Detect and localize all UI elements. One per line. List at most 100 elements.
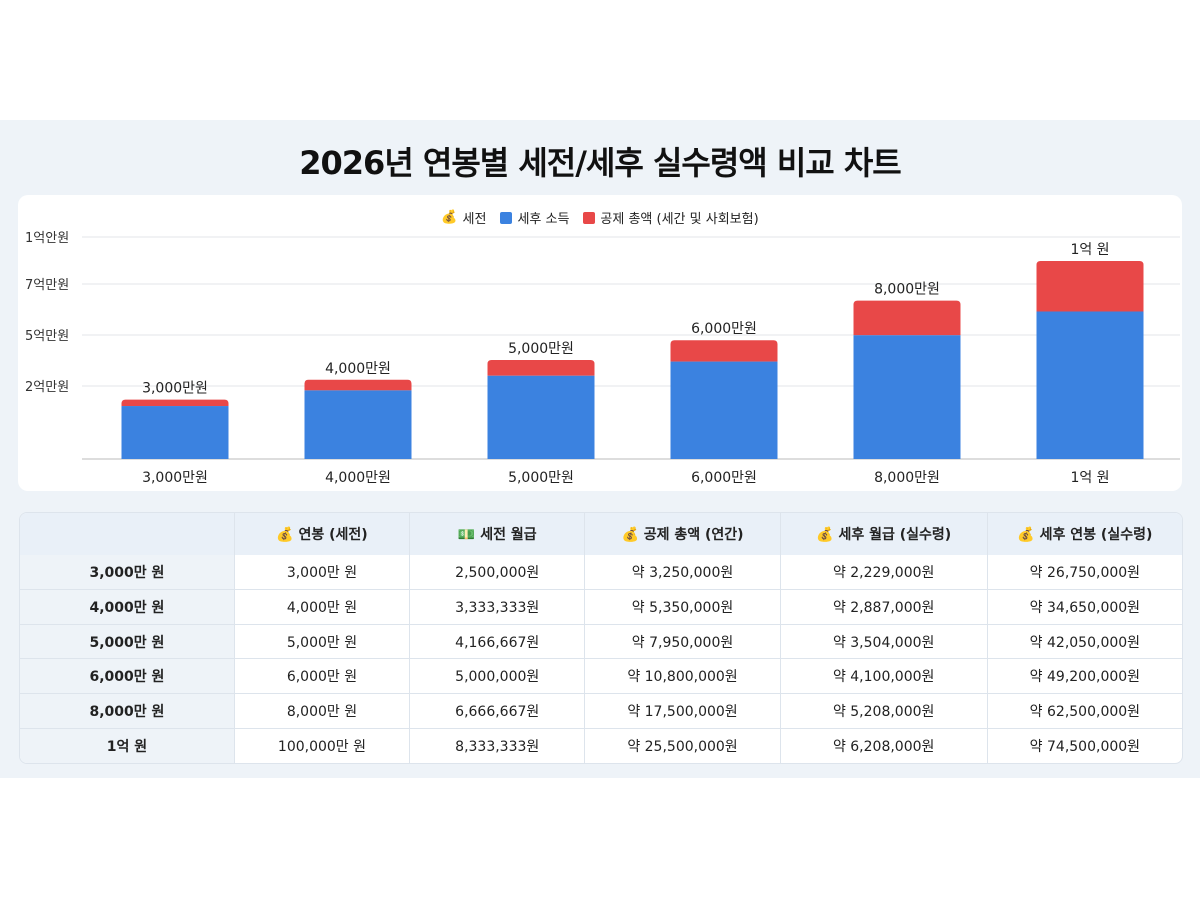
- bar-total-label: 1억 원: [1070, 242, 1109, 258]
- bar-after-tax: [304, 390, 412, 459]
- legend-item-deduction: 공제 총액 (세간 및 사회보험): [583, 208, 759, 227]
- money-bag-icon: 💰: [621, 527, 644, 543]
- table-cell: 6,666,667원: [409, 693, 586, 730]
- table-cell: 약 3,250,000원: [584, 555, 781, 590]
- legend-item-after-tax: 세후 소득: [500, 208, 569, 227]
- table-cell: 약 2,887,000원: [779, 588, 988, 625]
- x-tick-label: 4,000만원: [325, 470, 391, 486]
- x-tick-label: 8,000만원: [874, 470, 940, 486]
- table-cell: 약 2,229,000원: [779, 555, 988, 590]
- x-tick-label: 3,000만원: [142, 470, 208, 486]
- column-header-label: 공제 총액 (연간): [643, 527, 744, 543]
- table-header-row: 💰 연봉 (세전) 💵 세전 월급 💰 공제 총액 (연간) 💰 세후 월급 (실수령…: [20, 513, 1182, 555]
- bar-deduction: [853, 300, 961, 336]
- table-cell: 5,000,000원: [409, 658, 586, 695]
- column-header: [20, 513, 235, 555]
- legend-label: 공제 총액 (세간 및 사회보험): [600, 212, 759, 227]
- salary-table-card: 💰 연봉 (세전) 💵 세전 월급 💰 공제 총액 (연간) 💰 세후 월급 (실수령…: [19, 512, 1183, 764]
- column-header: 💵 세전 월급: [409, 513, 586, 555]
- bar-total-label: 3,000만원: [142, 381, 208, 397]
- table-cell: 약 74,500,000원: [986, 728, 1182, 763]
- bar-after-tax: [670, 361, 778, 459]
- table-row: 5,000만 원 5,000만 원 4,166,667원 약 7,950,000원 약 …: [20, 623, 1182, 660]
- legend-label: 세후 소득: [517, 212, 570, 227]
- bar-total-label: 6,000만원: [691, 321, 757, 337]
- table-cell: 약 25,500,000원: [584, 728, 781, 763]
- money-bag-icon: 💰: [1017, 527, 1040, 543]
- table-row: 1억 원 100,000만 원 8,333,333원 약 25,500,000원 약 6…: [20, 728, 1182, 763]
- bar-deduction: [121, 399, 229, 407]
- table-row: 8,000만 원 8,000만 원 6,666,667원 약 17,500,000원 약…: [20, 693, 1182, 730]
- salary-table: 💰 연봉 (세전) 💵 세전 월급 💰 공제 총액 (연간) 💰 세후 월급 (실수령…: [20, 513, 1182, 763]
- table-cell: 약 34,650,000원: [986, 588, 1182, 625]
- table-cell: 100,000만 원: [233, 728, 411, 763]
- table-cell: 약 3,504,000원: [779, 623, 988, 660]
- table-row: 3,000만 원 3,000만 원 2,500,000원 약 3,250,000원 약 …: [20, 555, 1182, 590]
- bar-after-tax: [1036, 311, 1144, 459]
- row-header: 8,000만 원: [20, 693, 235, 730]
- column-header-label: 연봉 (세전): [298, 527, 368, 543]
- y-tick-label: 2억만원: [25, 380, 69, 395]
- table-cell: 약 42,050,000원: [986, 623, 1182, 660]
- column-header: 💰 연봉 (세전): [233, 513, 411, 555]
- bar-total-label: 8,000만원: [874, 282, 940, 298]
- column-header-label: 세후 연봉 (실수령): [1039, 527, 1153, 543]
- table-cell: 약 7,950,000원: [584, 623, 781, 660]
- bar-deduction: [304, 379, 412, 391]
- column-header-label: 세전 월급: [480, 527, 537, 543]
- table-row: 6,000만 원 6,000만 원 5,000,000원 약 10,800,000원 약…: [20, 658, 1182, 695]
- bar-after-tax: [121, 406, 229, 459]
- column-header: 💰 공제 총액 (연간): [584, 513, 781, 555]
- table-cell: 약 62,500,000원: [986, 693, 1182, 730]
- x-tick-label: 1억 원: [1070, 470, 1109, 486]
- banknote-icon: 💵: [457, 527, 481, 543]
- bar-total-label: 5,000만원: [508, 341, 574, 357]
- table-cell: 약 10,800,000원: [584, 658, 781, 695]
- legend: 💰 세전 세후 소득 공제 총액 (세간 및 사회보험): [0, 208, 1200, 227]
- table-cell: 2,500,000원: [409, 555, 586, 590]
- table-row: 4,000만 원 4,000만 원 3,333,333원 약 5,350,000원 약 …: [20, 588, 1182, 625]
- table-cell: 8,333,333원: [409, 728, 586, 763]
- column-header: 💰 세후 연봉 (실수령): [986, 513, 1182, 555]
- legend-label: 세전: [462, 212, 487, 227]
- bar-after-tax: [853, 335, 961, 459]
- legend-swatch-blue: [500, 211, 513, 224]
- row-header: 6,000만 원: [20, 658, 235, 695]
- stacked-bar-chart: 1억안원 7억만원 5억만원 2억만원 3,000만원 3,000만원 4,000만원 4,0…: [25, 231, 1180, 486]
- table-cell: 3,333,333원: [409, 588, 586, 625]
- table-cell: 6,000만 원: [233, 658, 411, 695]
- row-header: 5,000만 원: [20, 623, 235, 660]
- bar-total-label: 4,000만원: [325, 361, 391, 377]
- bar-deduction: [487, 360, 595, 376]
- y-tick-label: 7억만원: [25, 278, 69, 293]
- row-header: 3,000만 원: [20, 555, 235, 590]
- table-cell: 약 17,500,000원: [584, 693, 781, 730]
- money-bag-icon: 💰: [816, 527, 839, 543]
- column-header: 💰 세후 월급 (실수령): [779, 513, 988, 555]
- x-tick-label: 6,000만원: [691, 470, 757, 486]
- table-cell: 약 5,208,000원: [779, 693, 988, 730]
- bar-after-tax: [487, 375, 595, 459]
- row-header: 1억 원: [20, 728, 235, 763]
- legend-swatch-red: [583, 211, 596, 224]
- column-header-label: 세후 월급 (실수령): [838, 527, 952, 543]
- y-tick-label: 1억안원: [25, 231, 69, 246]
- table-cell: 약 5,350,000원: [584, 588, 781, 625]
- table-cell: 약 26,750,000원: [986, 555, 1182, 590]
- legend-item-pretax: 💰 세전: [441, 208, 486, 227]
- table-cell: 약 6,208,000원: [779, 728, 988, 763]
- bar-deduction: [1036, 261, 1144, 312]
- money-bag-icon: 💰: [276, 527, 299, 543]
- money-bag-icon: 💰: [441, 210, 458, 225]
- table-cell: 약 4,100,000원: [779, 658, 988, 695]
- y-tick-label: 5억만원: [25, 329, 69, 344]
- x-tick-label: 5,000만원: [508, 470, 574, 486]
- bar-deduction: [670, 340, 778, 362]
- table-cell: 4,166,667원: [409, 623, 586, 660]
- page-title: 2026년 연봉별 세전/세후 실수령액 비교 차트: [299, 144, 902, 182]
- table-cell: 3,000만 원: [233, 555, 411, 590]
- row-header: 4,000만 원: [20, 588, 235, 625]
- table-cell: 8,000만 원: [233, 693, 411, 730]
- table-cell: 약 49,200,000원: [986, 658, 1182, 695]
- table-cell: 5,000만 원: [233, 623, 411, 660]
